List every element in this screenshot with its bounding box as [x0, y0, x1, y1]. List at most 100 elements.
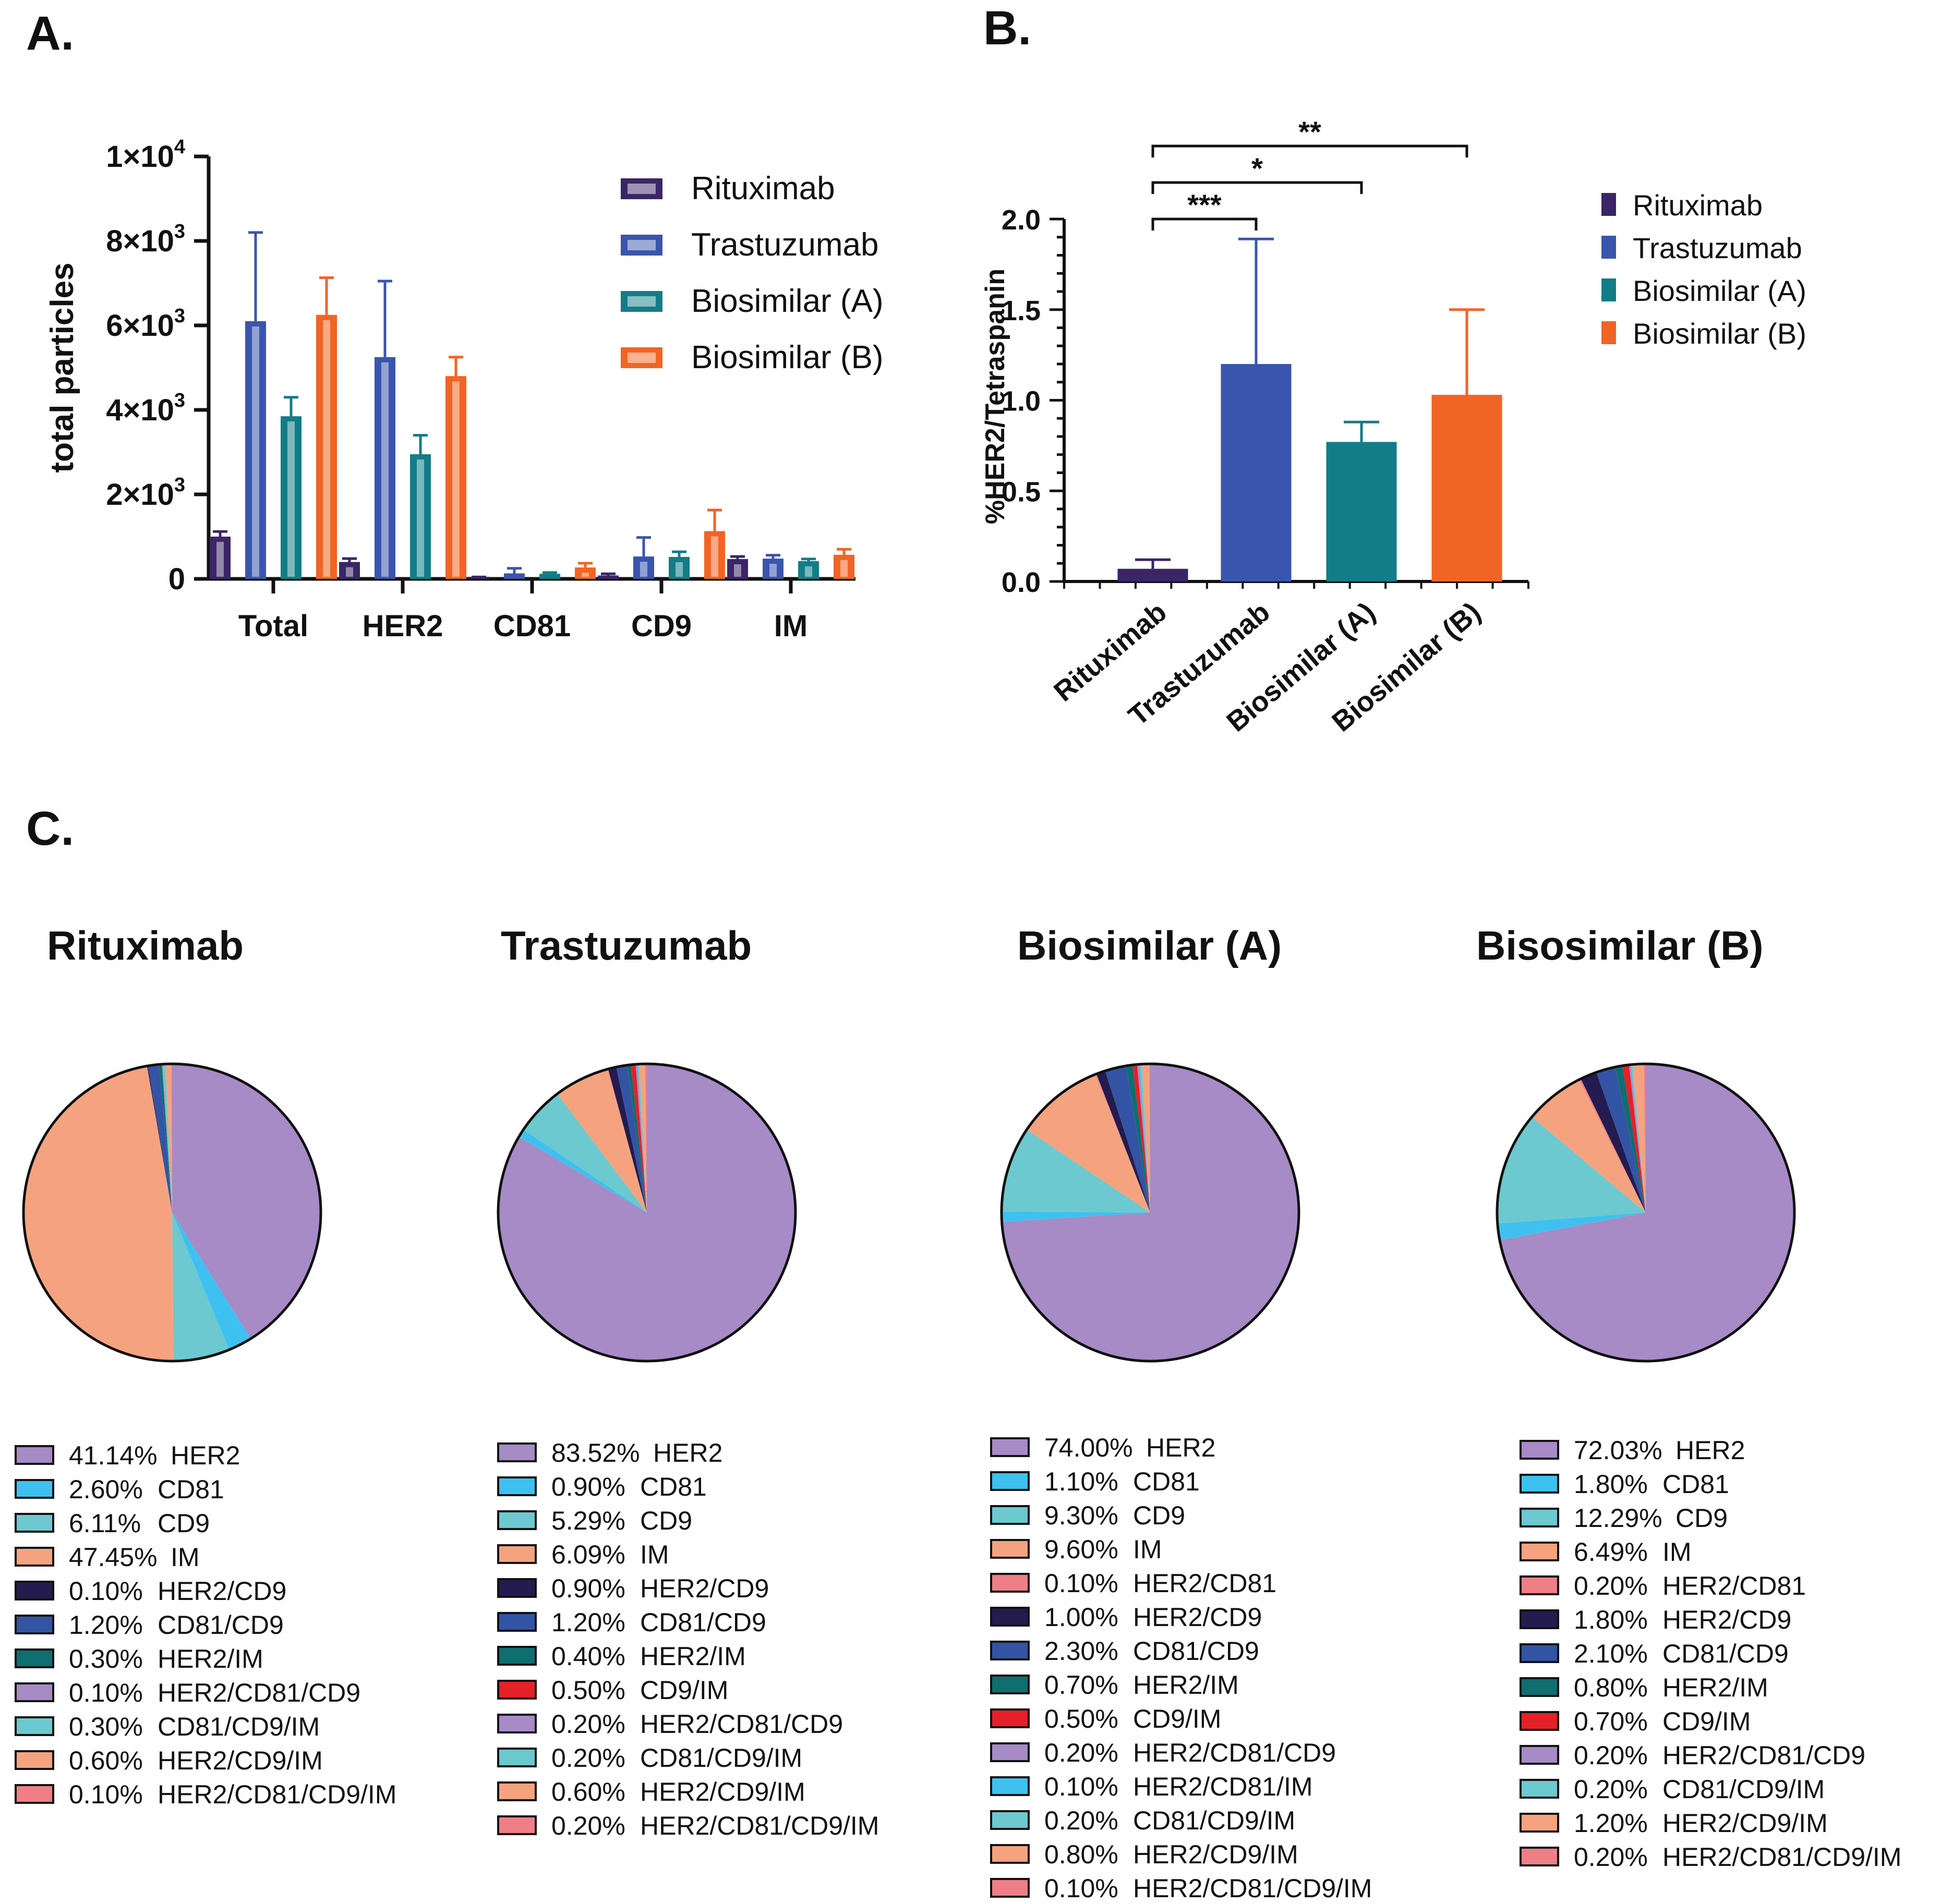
- legend-swatch-b: [1601, 193, 1616, 216]
- pie-slice: [172, 1212, 251, 1350]
- pie-slice: [616, 1065, 647, 1212]
- bar-a: [445, 376, 466, 579]
- pie-outline: [1000, 1062, 1300, 1363]
- pie-legend-value: 0.30%: [69, 1712, 143, 1741]
- pie-slice: [523, 1094, 647, 1212]
- pie-slice: [1137, 1064, 1150, 1212]
- pie-slice: [148, 1064, 172, 1212]
- y-tick-label-b: 1.5: [1002, 295, 1041, 326]
- pie-legend-value: 9.30%: [1044, 1501, 1118, 1530]
- x-tick-label-a: Total: [238, 609, 308, 643]
- pie-legend-value: 0.20%: [1044, 1738, 1118, 1767]
- pie-legend-label: HER2/CD81/CD9/IM: [640, 1811, 879, 1840]
- y-tick-label-b: 0.0: [1002, 567, 1041, 598]
- pie-legend-label: CD81/CD9: [158, 1610, 284, 1640]
- pie-legend-label: HER2: [1675, 1436, 1745, 1465]
- pie-legend-swatch: [1520, 1711, 1559, 1731]
- pie-legend-value: 1.20%: [69, 1610, 143, 1640]
- pie-legend-swatch: [15, 1784, 54, 1804]
- x-tick-label-a: IM: [774, 609, 807, 643]
- y-tick-label-base: 4×10: [106, 393, 174, 427]
- bar-a-highlight: [582, 573, 589, 577]
- chart-b: 0.0 0.5 1.0 1.5 2.0 %HER2/Tetraspanin Rituxima…: [980, 115, 1806, 738]
- y-tick-label-a: 6×103: [106, 305, 185, 343]
- pie-legend-label: HER2/CD81/CD9: [1133, 1738, 1336, 1767]
- pie-legend-swatch: [1520, 1542, 1559, 1561]
- pie-slice: [519, 1129, 647, 1212]
- y-tick-label-exp: 3: [174, 305, 185, 327]
- panel-label-b: B.: [983, 2, 1031, 55]
- pie-legend-value: 0.10%: [1044, 1569, 1118, 1598]
- pie-legend-swatch: [990, 1844, 1030, 1864]
- pie-legend-swatch: [990, 1810, 1030, 1830]
- pie-legend-value: 5.29%: [551, 1506, 625, 1535]
- legend-swatch-a-highlight: [628, 353, 656, 363]
- pie-legend-value: 0.40%: [551, 1642, 625, 1671]
- bar-a: [669, 556, 690, 579]
- y-axis-label-b: %HER2/Tetraspanin: [980, 269, 1010, 524]
- pie-legend-swatch: [15, 1615, 54, 1634]
- significance-bracket: [1151, 181, 1363, 194]
- legend-swatch-b: [1601, 236, 1616, 259]
- pie-slice: [1139, 1064, 1150, 1212]
- pie-legend-label: HER2/CD9/IM: [158, 1746, 323, 1775]
- pie-legend-value: 2.60%: [69, 1475, 143, 1504]
- pie-legend-swatch: [1520, 1745, 1559, 1765]
- pie-legend-label: CD81: [1133, 1467, 1200, 1496]
- pie-legend-swatch: [990, 1776, 1030, 1796]
- pie-legend-swatch: [497, 1578, 537, 1598]
- pie-legend-value: 6.09%: [551, 1540, 625, 1569]
- pie-legend-label: HER2/CD9: [640, 1574, 769, 1603]
- pie-title: Bisosimilar (B): [1476, 923, 1763, 968]
- pie-slice: [1141, 1064, 1150, 1212]
- pie-legend-label: CD9: [158, 1509, 210, 1538]
- pie-slice: [1581, 1072, 1646, 1212]
- pie-legend-label: HER2: [1146, 1433, 1215, 1462]
- pie-slice: [498, 1064, 795, 1362]
- pie-legend-label: IM: [171, 1543, 200, 1572]
- pie-slice: [1615, 1065, 1646, 1212]
- pie-title: Trastuzumab: [501, 923, 752, 968]
- bar-a: [375, 357, 395, 579]
- bar-a: [339, 562, 360, 579]
- pie-slice: [23, 1066, 174, 1361]
- pie-slice: [1126, 1065, 1150, 1212]
- pie-legend-label: CD9/IM: [1133, 1704, 1221, 1733]
- pie-legend-value: 2.10%: [1574, 1639, 1648, 1668]
- y-tick-label-b: 2.0: [1002, 204, 1041, 236]
- pie-legend-swatch: [1520, 1575, 1559, 1595]
- pie-legend-label: HER2/CD9/IM: [640, 1777, 805, 1806]
- legend-label-b: Biosimilar (A): [1633, 274, 1806, 307]
- bar-a: [834, 554, 854, 579]
- legend-label-a: Trastuzumab: [691, 227, 879, 263]
- pie-legend-value: 1.80%: [1574, 1470, 1648, 1499]
- pie-legend-swatch: [990, 1878, 1030, 1898]
- pie-legend-swatch: [497, 1612, 537, 1632]
- y-tick-label-base: 8×10: [106, 224, 174, 258]
- pie-outline: [1496, 1062, 1796, 1363]
- bar-a: [704, 531, 725, 579]
- pie-title: Rituximab: [47, 923, 244, 968]
- pie-legend-label: CD81/CD9: [1662, 1639, 1789, 1668]
- pie-slice: [645, 1064, 647, 1212]
- bar-b: [1326, 442, 1397, 581]
- pie-slice: [1149, 1064, 1150, 1212]
- significance-bracket: [1151, 144, 1468, 157]
- pie-slice: [1622, 1064, 1646, 1212]
- pie-legend-value: 83.52%: [551, 1438, 640, 1468]
- pie-legend-label: IM: [1133, 1535, 1162, 1564]
- pie-legend-swatch: [497, 1544, 537, 1564]
- pie-legend-swatch: [497, 1680, 537, 1700]
- pie-legend-value: 0.20%: [1574, 1775, 1648, 1804]
- pie-legend-swatch: [990, 1675, 1030, 1694]
- pie-legend-swatch: [15, 1445, 54, 1465]
- bar-a-highlight: [381, 362, 389, 577]
- pie-legend-value: 0.10%: [1044, 1772, 1118, 1801]
- pie-legend-label: CD81/CD9: [640, 1608, 766, 1637]
- bar-a-highlight: [711, 536, 718, 577]
- bar-a: [727, 559, 748, 579]
- legend-swatch-a-highlight: [628, 296, 656, 307]
- pie-legend-label: HER2/IM: [640, 1642, 746, 1671]
